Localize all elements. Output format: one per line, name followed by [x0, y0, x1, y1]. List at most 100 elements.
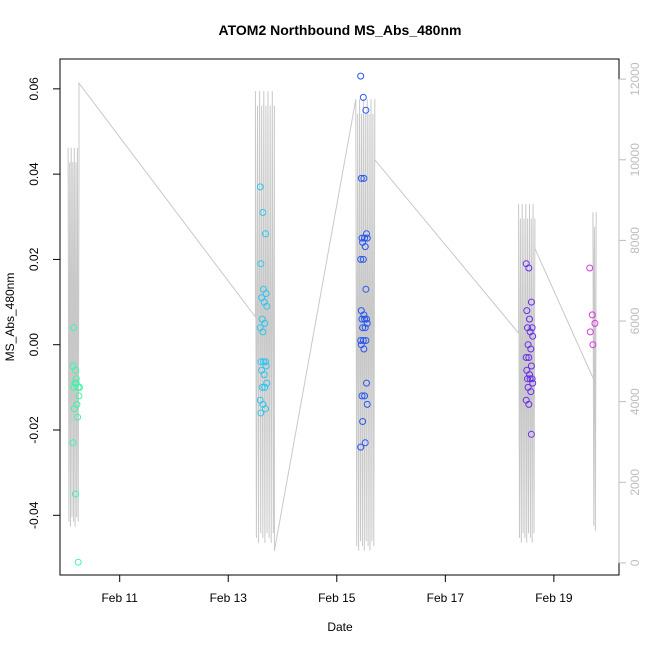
depth-trace [67, 81, 597, 551]
data-point [259, 328, 267, 336]
data-point [257, 260, 265, 268]
data-points [69, 72, 599, 566]
data-point [361, 439, 369, 447]
data-point [527, 362, 535, 370]
data-point [357, 443, 365, 451]
data-point [262, 358, 269, 366]
x-tick-label: Feb 15 [318, 591, 356, 605]
data-point [261, 319, 269, 327]
plot-frame [59, 58, 620, 576]
data-point [263, 379, 271, 387]
data-point [586, 328, 594, 336]
data-point [357, 255, 365, 263]
data-point [72, 375, 80, 383]
data-point [361, 234, 369, 242]
data-point [362, 337, 370, 344]
data-point [363, 400, 371, 408]
data-point [523, 307, 531, 315]
data-point [257, 358, 265, 366]
data-point [525, 400, 533, 408]
data-point [357, 174, 365, 182]
y-tick-label: -0.04 [27, 501, 41, 529]
y2-tick-label: 12000 [628, 62, 642, 96]
y2-tick-label: 4000 [628, 388, 642, 415]
data-point [359, 337, 367, 344]
data-point [525, 354, 533, 361]
data-point [526, 315, 533, 323]
data-point [586, 264, 594, 272]
data-point [358, 315, 366, 323]
y2-tick-label: 2000 [628, 469, 642, 496]
data-point [69, 439, 77, 447]
data-point [524, 375, 531, 383]
data-point [74, 558, 82, 566]
x-tick-label: Feb 17 [427, 591, 465, 605]
y-tick-label: 0.06 [27, 77, 41, 101]
y-tick-label: 0.02 [27, 247, 41, 271]
y2-tick-label: 0 [628, 559, 642, 566]
data-point [262, 405, 269, 413]
data-point [259, 209, 267, 216]
data-point [262, 362, 270, 370]
data-point [527, 388, 535, 396]
data-point [529, 379, 537, 387]
y2-axis: 0 2000 4000 6000 8000 10000 12000 [618, 62, 642, 566]
data-point [357, 72, 365, 80]
data-point [76, 383, 83, 391]
data-point [363, 230, 370, 238]
data-point [358, 392, 366, 400]
data-point [262, 290, 270, 297]
x-axis: Feb 11 Feb 13 Feb 15 Feb 17 Feb 19 [101, 574, 573, 605]
data-point [363, 315, 370, 323]
data-point [527, 430, 535, 438]
data-point [528, 375, 536, 383]
y2-tick-label: 6000 [628, 307, 642, 334]
data-point [588, 311, 596, 319]
data-point [358, 234, 366, 242]
data-point [360, 345, 368, 353]
y-axis-label: MS_Abs_480nm [3, 273, 17, 362]
data-point [591, 319, 599, 327]
chart-title: ATOM2 Northbound MS_Abs_480nm [219, 22, 462, 38]
data-point [363, 319, 371, 327]
data-point [363, 234, 371, 242]
data-point [361, 324, 369, 332]
x-axis-label: Date [327, 620, 353, 634]
data-point [525, 264, 533, 272]
data-point [362, 106, 370, 114]
data-point [263, 302, 271, 310]
x-tick-label: Feb 13 [210, 591, 248, 605]
data-point [362, 285, 370, 293]
data-point [361, 392, 369, 400]
data-point [258, 383, 266, 391]
data-point [589, 341, 597, 349]
data-point [528, 324, 536, 332]
data-point [262, 230, 269, 238]
data-point [357, 337, 365, 344]
y-axis: -0.04 -0.02 0.00 0.02 0.04 0.06 [27, 77, 61, 529]
y2-tick-label: 10000 [628, 143, 642, 177]
x-tick-label: Feb 11 [101, 591, 138, 605]
data-point [360, 174, 368, 182]
y-tick-label: 0.04 [27, 162, 41, 186]
data-point [74, 413, 82, 421]
data-point [527, 345, 535, 353]
data-point [363, 379, 370, 387]
data-point [71, 379, 79, 387]
data-point [359, 93, 367, 101]
data-point [70, 324, 78, 332]
data-point [73, 400, 81, 408]
data-point [359, 418, 367, 425]
data-point [522, 354, 530, 361]
data-point [529, 332, 537, 340]
data-point [75, 392, 83, 400]
y-tick-label: 0.00 [27, 333, 41, 357]
data-point [359, 324, 367, 332]
data-point [359, 255, 367, 263]
x-tick-label: Feb 19 [535, 591, 573, 605]
depth-trace-line [67, 81, 597, 551]
data-point [527, 298, 535, 306]
data-point [260, 371, 268, 379]
data-point [256, 183, 264, 191]
